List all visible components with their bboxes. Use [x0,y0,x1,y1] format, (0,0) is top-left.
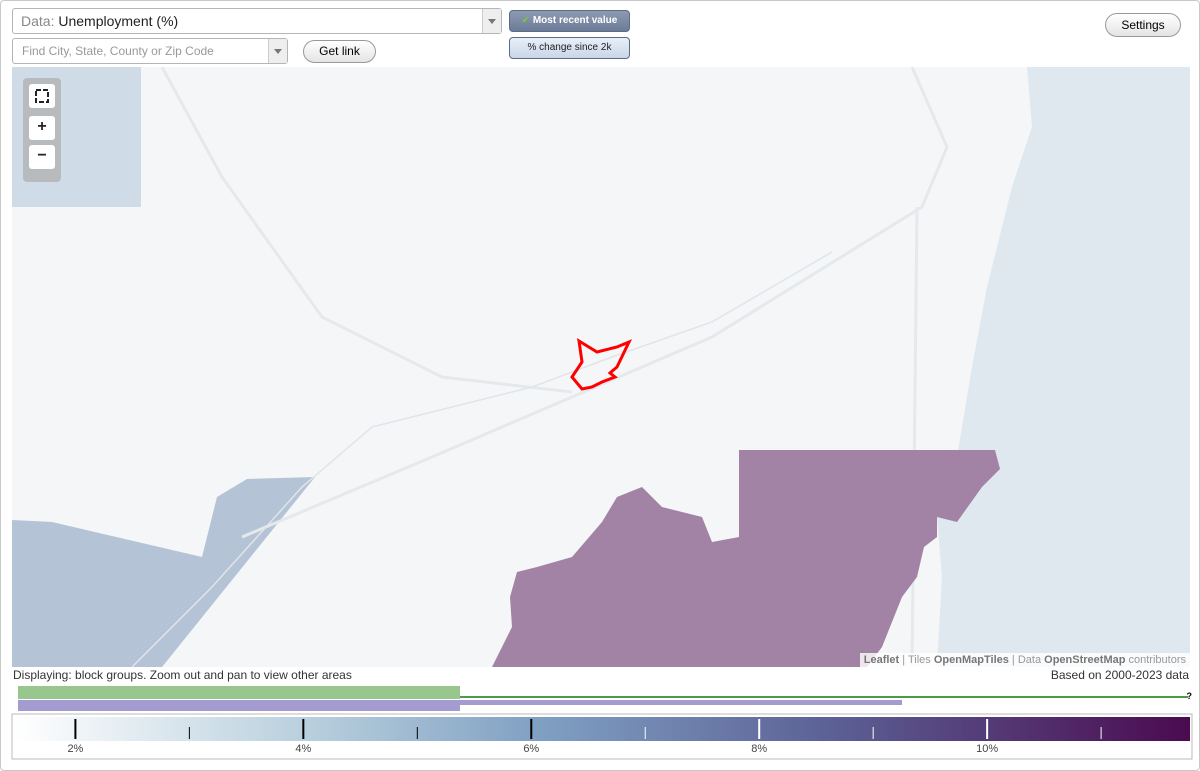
data-select[interactable]: Data: Unemployment (%) [12,8,502,34]
map[interactable] [12,67,1190,667]
distribution-bar [18,700,460,711]
toggle-recent-label: Most recent value [532,15,618,26]
distribution-bar [18,686,460,699]
tick-label: 4% [295,743,311,755]
check-icon: ✔ [521,15,531,26]
get-link-button[interactable]: Get link [303,40,376,63]
data-prefix: Data: [21,13,55,29]
attribution-text[interactable]: OpenMapTiles [933,654,1009,666]
zoom-out[interactable]: − [29,145,55,169]
based-on-note: Based on 2000-2023 data [1050,668,1189,682]
selected-area[interactable] [570,338,633,391]
attribution: Leaflet | Tiles OpenMapTiles | Data Open… [859,653,1190,667]
toggle-change[interactable]: % change since 2k [509,37,630,59]
tick-label: 6% [523,743,539,755]
attribution-text: | [902,654,906,666]
tick-label: 10% [976,743,998,755]
zoom-in[interactable]: + [29,116,55,140]
dropdown-arrow [268,39,287,63]
water [937,67,1190,667]
color-scale [15,717,1190,741]
region [12,477,315,667]
zoom-controls: + − [23,78,61,182]
attribution-text: Tiles [907,654,931,666]
dropdown-arrow [482,9,501,33]
displaying-note: Displaying: block groups. Zoom out and p… [13,668,352,682]
attribution-text[interactable]: OpenStreetMap [1044,654,1126,666]
tick-label: 8% [751,743,767,755]
help-icon[interactable]: ? [1187,691,1193,701]
attribution-text: Data [1017,654,1042,666]
attribution-text[interactable]: Leaflet [863,654,900,666]
attribution-text: contributors [1128,654,1186,666]
toggle-recent[interactable]: ✔ Most recent value [509,10,630,32]
distribution-bar [460,700,902,705]
region [492,450,1000,667]
legend: ? 2% 4% 6% 8% 10% [11,686,1193,760]
search-placeholder: Find City, State, County or Zip Code [22,44,214,58]
fullscreen-icon [35,89,49,103]
tick-label: 2% [67,743,83,755]
attribution-text: | [1011,654,1015,666]
search-box[interactable]: Find City, State, County or Zip Code [12,38,288,64]
settings-button[interactable]: Settings [1105,13,1181,37]
river [131,251,833,667]
data-value: Unemployment (%) [58,13,179,29]
roads [160,67,949,667]
